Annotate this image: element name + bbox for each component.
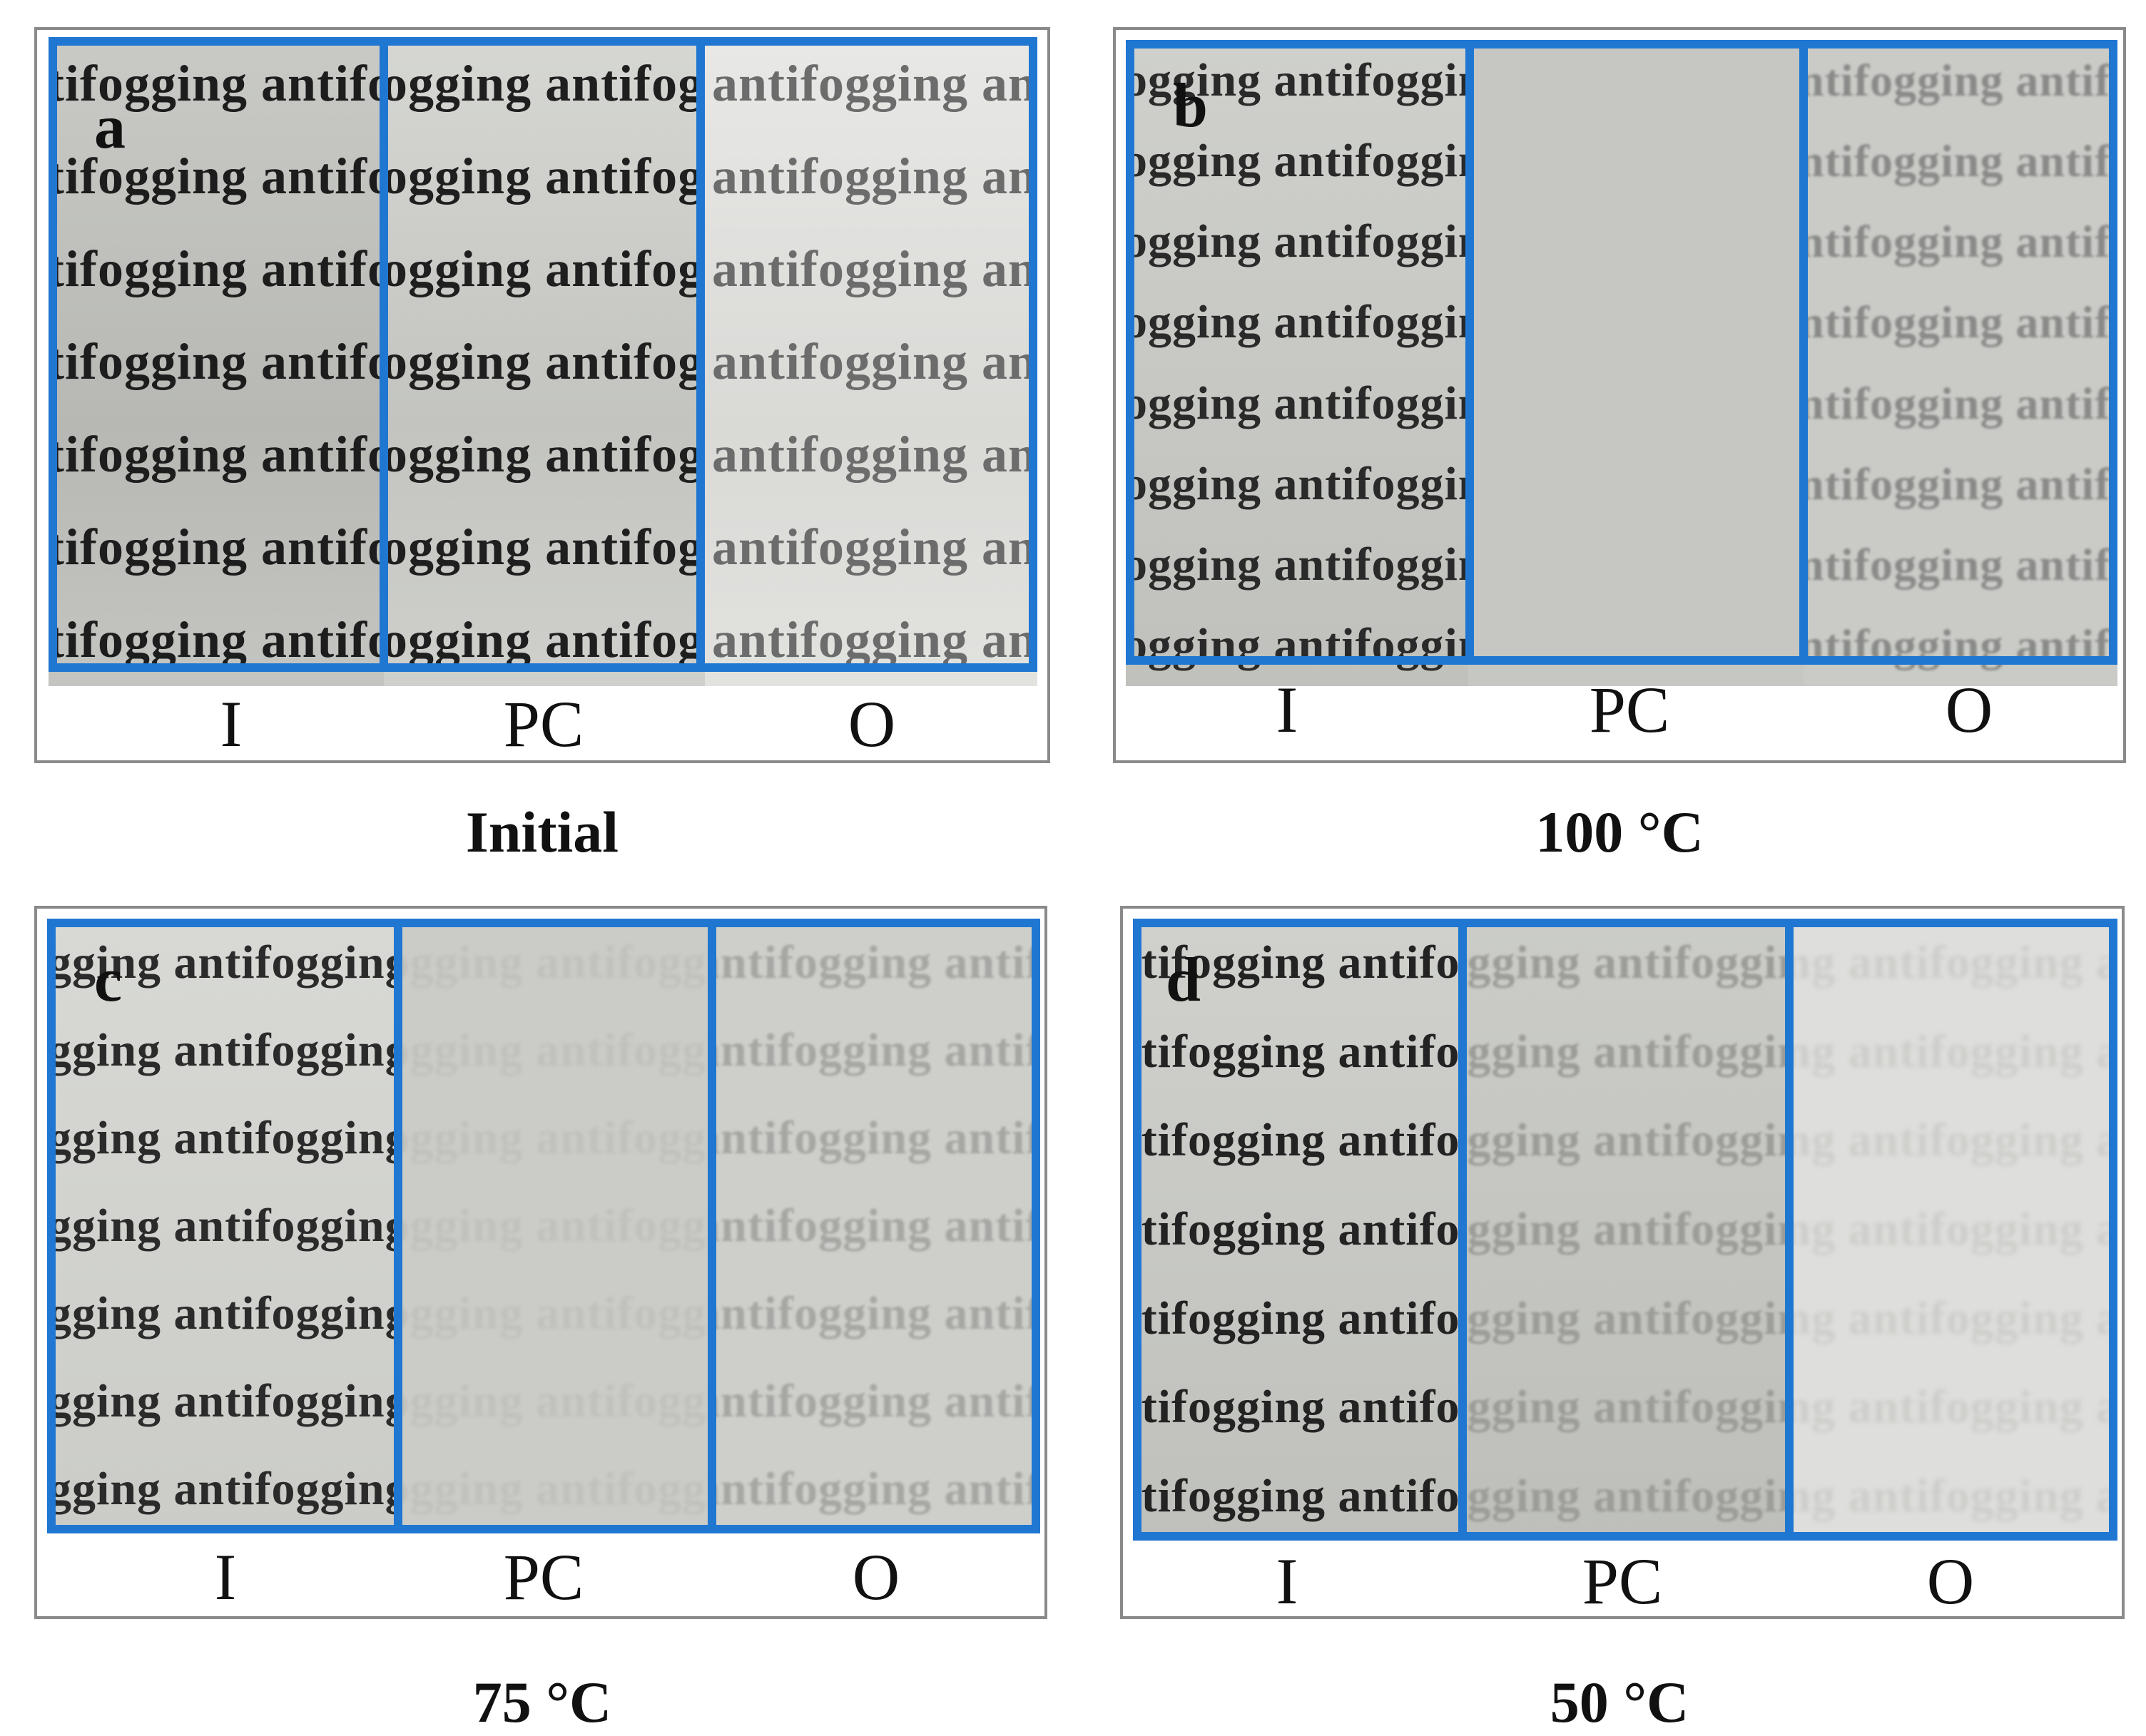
strip-b-o: antifogging antifogging antifogging anti… [1804,40,2117,686]
divider-c-1 [394,919,402,1533]
blue-frame-b [1126,40,2117,665]
sample-text-a-pc: antifogging antifogging antifogging anti… [384,54,705,668]
sample-text-a-o: antifogging antifogging antifogging anti… [712,54,1037,668]
panel-letter-b: b [1173,71,1208,141]
panel-letter-d: d [1166,946,1201,1015]
photo-d: antifogging antifogging antifogging anti… [1133,919,2117,1541]
strip-a-i: antifogging antifogging antifogging anti… [49,37,384,686]
sample-text-d-o: antifogging antifogging antifogging anti… [1789,936,2117,1522]
strip-a-o: antifogging antifogging antifogging anti… [705,37,1037,686]
strip-d-pc: antifogging antifogging antifogging anti… [1461,919,1789,1541]
divider-a-1 [380,37,388,672]
divider-d-2 [1785,919,1794,1541]
divider-a-2 [696,37,705,672]
blue-frame-a [49,37,1037,672]
caption-c: 75 °C [472,1670,612,1735]
sample-text-d-pc: antifogging antifogging antifogging anti… [1461,936,1789,1522]
panel-b: antifogging antifogging antifogging anti… [1113,27,2126,763]
column-label-i: I [214,1541,237,1613]
strip-b-i: antifogging antifogging antifogging anti… [1126,40,1468,686]
strip-c-o: antifogging antifogging antifogging anti… [711,919,1040,1533]
panel-c: antifogging antifogging antifogging anti… [34,906,1047,1619]
panel-letter-c: c [94,946,123,1015]
photo-a: antifogging antifogging antifogging anti… [49,37,1037,686]
caption-d: 50 °C [1550,1670,1689,1735]
panel-a: antifogging antifogging antifogging anti… [34,27,1050,763]
column-label-i: I [1276,1545,1298,1618]
strip-a-pc: antifogging antifogging antifogging anti… [384,37,705,686]
column-label-pc: PC [503,1541,584,1613]
sample-text-c-o: antifogging antifogging antifogging anti… [711,936,1040,1516]
panel-d: antifogging antifogging antifogging anti… [1120,906,2125,1619]
blue-frame-c [47,919,1040,1533]
column-label-i: I [1276,673,1298,746]
photo-b: antifogging antifogging antifogging anti… [1126,40,2117,686]
blue-frame-d [1133,919,2117,1541]
column-label-o: O [848,688,896,760]
divider-d-1 [1458,919,1467,1541]
sample-text-a-i: antifogging antifogging antifogging anti… [49,54,384,668]
column-label-pc: PC [1589,673,1670,746]
column-label-o: O [1945,673,1993,746]
sample-text-c-pc: antifogging antifogging antifogging anti… [397,936,711,1516]
column-label-i: I [220,688,243,760]
divider-c-2 [708,919,716,1533]
strip-b-pc [1468,40,1804,686]
photo-c: antifogging antifogging antifogging anti… [47,919,1040,1533]
panel-letter-a: a [94,93,126,162]
sample-text-d-i: antifogging antifogging antifogging anti… [1133,936,1461,1522]
strip-d-o: antifogging antifogging antifogging anti… [1789,919,2117,1541]
strip-c-pc: antifogging antifogging antifogging anti… [397,919,711,1533]
strip-c-i: antifogging antifogging antifogging anti… [47,919,397,1533]
divider-b-1 [1465,40,1474,665]
strip-d-i: antifogging antifogging antifogging anti… [1133,919,1461,1541]
column-label-o: O [852,1541,900,1613]
column-label-o: O [1926,1545,1975,1618]
caption-b: 100 °C [1535,800,1704,864]
divider-b-2 [1799,40,1808,665]
column-label-pc: PC [503,688,584,760]
sample-text-c-i: antifogging antifogging antifogging anti… [47,936,397,1516]
column-label-pc: PC [1582,1545,1663,1618]
caption-a: Initial [465,800,619,864]
